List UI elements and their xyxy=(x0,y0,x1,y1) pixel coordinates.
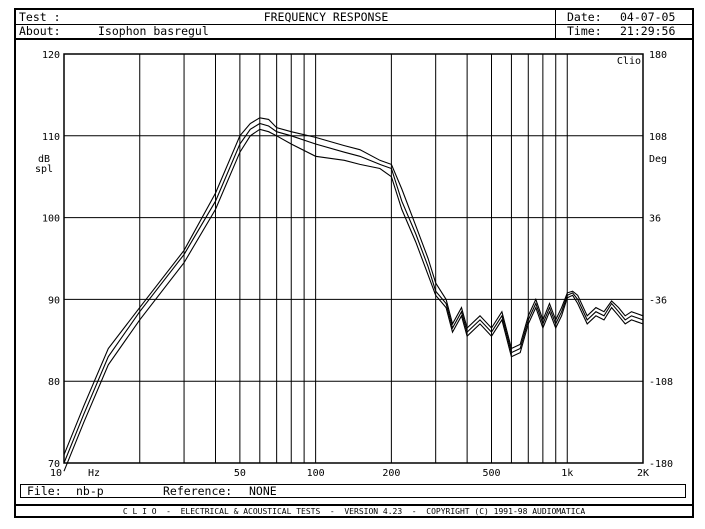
y2-tick-label-5: 180 xyxy=(649,50,667,61)
about-value: Isophon basregul xyxy=(98,24,209,38)
x-tick-label-4: 500 xyxy=(482,468,500,479)
file-value: nb-p xyxy=(76,485,104,498)
y2-tick-label-0: -180 xyxy=(649,459,673,470)
series-layer xyxy=(63,117,644,472)
time-label: Time: xyxy=(567,24,602,38)
y-tick-label-2: 90 xyxy=(48,295,60,306)
y-tick-label-0: 70 xyxy=(48,459,60,470)
test-label: Test : xyxy=(19,10,61,24)
y2-tick-label-1: -108 xyxy=(649,377,673,388)
series-line-1 xyxy=(63,122,644,464)
x-tick-label-3: 200 xyxy=(382,468,400,479)
series-line-2 xyxy=(63,128,644,472)
y-axis-label-1: spl xyxy=(35,164,53,175)
y-tick-label-1: 80 xyxy=(48,377,60,388)
x-tick-label-0: 10 xyxy=(50,468,62,479)
about-label: About: xyxy=(19,24,61,38)
plot-border xyxy=(63,53,644,464)
reference-label: Reference: xyxy=(163,485,233,498)
y2-axis-label: Deg xyxy=(649,154,667,165)
date-label: Date: xyxy=(567,10,602,24)
time-value: 21:29:56 xyxy=(620,24,676,38)
x-tick-label-5: 1k xyxy=(561,468,573,479)
chart-grid xyxy=(64,53,643,464)
header-row-2: About: Isophon basregul Time: 21:29:56 xyxy=(16,24,692,40)
x-tick-label-6: 2K xyxy=(637,468,649,479)
clio-corner-label: Clio xyxy=(617,56,641,67)
header-row-1: Test : FREQUENCY RESPONSE Date: 04-07-05 xyxy=(16,10,692,25)
x-axis-label: Hz xyxy=(88,468,100,479)
file-label: File: xyxy=(27,485,62,498)
y2-tick-label-3: 36 xyxy=(649,214,661,225)
date-value: 04-07-05 xyxy=(620,10,676,24)
measurement-window: Test : FREQUENCY RESPONSE Date: 04-07-05… xyxy=(14,8,694,518)
y-tick-label-5: 120 xyxy=(42,50,60,61)
header-separator xyxy=(555,10,556,40)
y-axis-label-0: dB xyxy=(38,154,50,165)
labels-layer: 70 80 90 100 110 120 -180 -108 -36 36 108 180 10 50 10… xyxy=(35,50,673,479)
x-tick-label-2: 100 xyxy=(307,468,325,479)
y2-tick-label-4: 108 xyxy=(649,132,667,143)
y-tick-label-3: 100 xyxy=(42,214,60,225)
y-tick-label-4: 110 xyxy=(42,132,60,143)
file-bar: File: nb-p Reference: NONE xyxy=(20,484,686,498)
x-tick-label-1: 50 xyxy=(234,468,246,479)
reference-value: NONE xyxy=(249,485,277,498)
series-line-0 xyxy=(63,117,644,456)
chart-title: FREQUENCY RESPONSE xyxy=(263,10,389,24)
clio-banner: C L I O - ELECTRICAL & ACOUSTICAL TESTS … xyxy=(16,504,692,518)
plot-frame xyxy=(63,53,644,464)
y2-tick-label-2: -36 xyxy=(649,295,667,306)
